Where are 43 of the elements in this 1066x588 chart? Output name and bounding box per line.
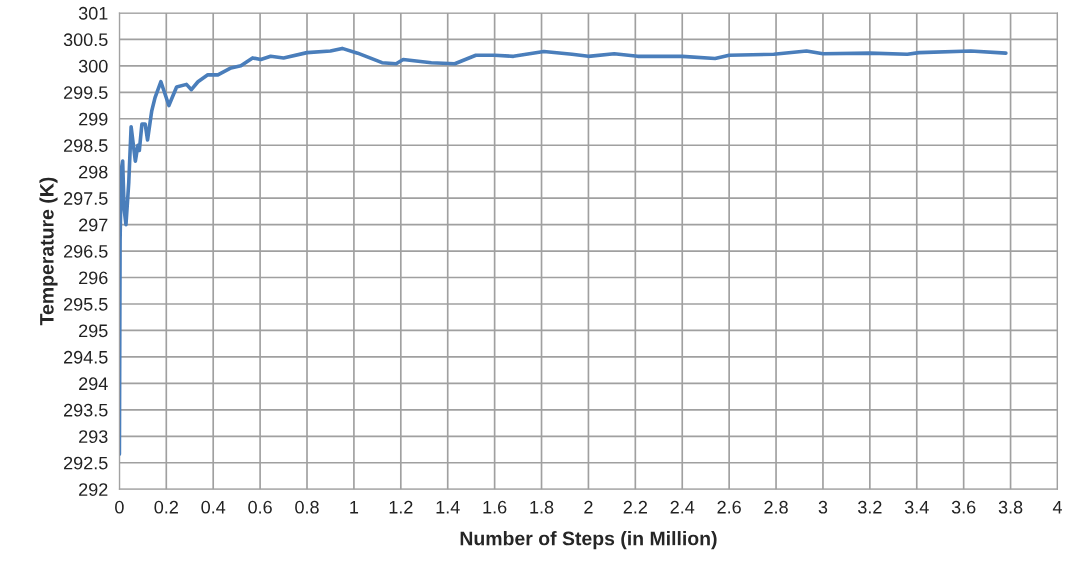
x-tick-label: 4 (1052, 500, 1062, 514)
x-tick-label: 3.6 (951, 500, 976, 514)
x-tick-label: 1.4 (436, 500, 460, 514)
x-tick-label: 2 (584, 500, 593, 514)
x-tick-label: 2.4 (670, 500, 695, 514)
x-tick-label: 0.8 (295, 500, 319, 514)
x-tick-label: 1.6 (483, 500, 507, 514)
y-axis-title: Temperature (K) (39, 177, 58, 326)
y-tick-label: 292 (79, 483, 108, 496)
y-tick-label: 293 (79, 430, 108, 444)
x-tick-label: 1 (350, 500, 359, 514)
x-axis-title: Number of Steps (in Million) (460, 531, 717, 550)
y-tick-label: 293.5 (64, 403, 108, 417)
y-tick-label: 296 (79, 271, 108, 285)
y-tick-label: 292.5 (64, 456, 108, 470)
x-tick-label: 2.6 (717, 500, 741, 514)
y-tick-label: 298 (79, 165, 108, 179)
x-tick-label: 1.8 (530, 500, 554, 514)
x-tick-label: 0.4 (201, 500, 226, 514)
y-tick-label: 294.5 (64, 350, 108, 364)
y-tick-label: 298.5 (64, 139, 108, 152)
x-tick-label: 1.2 (389, 500, 413, 514)
x-tick-label: 0 (115, 500, 124, 514)
x-tick-label: 3.4 (904, 500, 929, 514)
y-tick-label: 299.5 (64, 86, 108, 100)
x-tick-label: 3.8 (998, 500, 1023, 514)
x-tick-label: 2.2 (623, 500, 647, 514)
y-tick-label: 297.5 (64, 192, 108, 205)
y-tick-label: 294 (79, 377, 108, 391)
x-tick-label: 3 (818, 500, 828, 514)
y-tick-label: 301 (78, 6, 108, 20)
x-tick-label: 0.6 (248, 500, 272, 514)
y-tick-label: 296.5 (64, 245, 108, 258)
y-tick-label: 299 (79, 112, 108, 126)
line-series (119, 46, 1008, 457)
y-tick-label: 300.5 (63, 33, 108, 47)
x-tick-label: 0.2 (154, 500, 178, 514)
y-tick-label: 300 (78, 59, 108, 73)
y-tick-label: 295 (79, 324, 108, 338)
y-tick-label: 297 (79, 218, 108, 232)
y-tick-label: 295.5 (64, 297, 108, 311)
x-tick-label: 2.8 (764, 500, 788, 514)
x-tick-label: 3.2 (858, 500, 882, 514)
